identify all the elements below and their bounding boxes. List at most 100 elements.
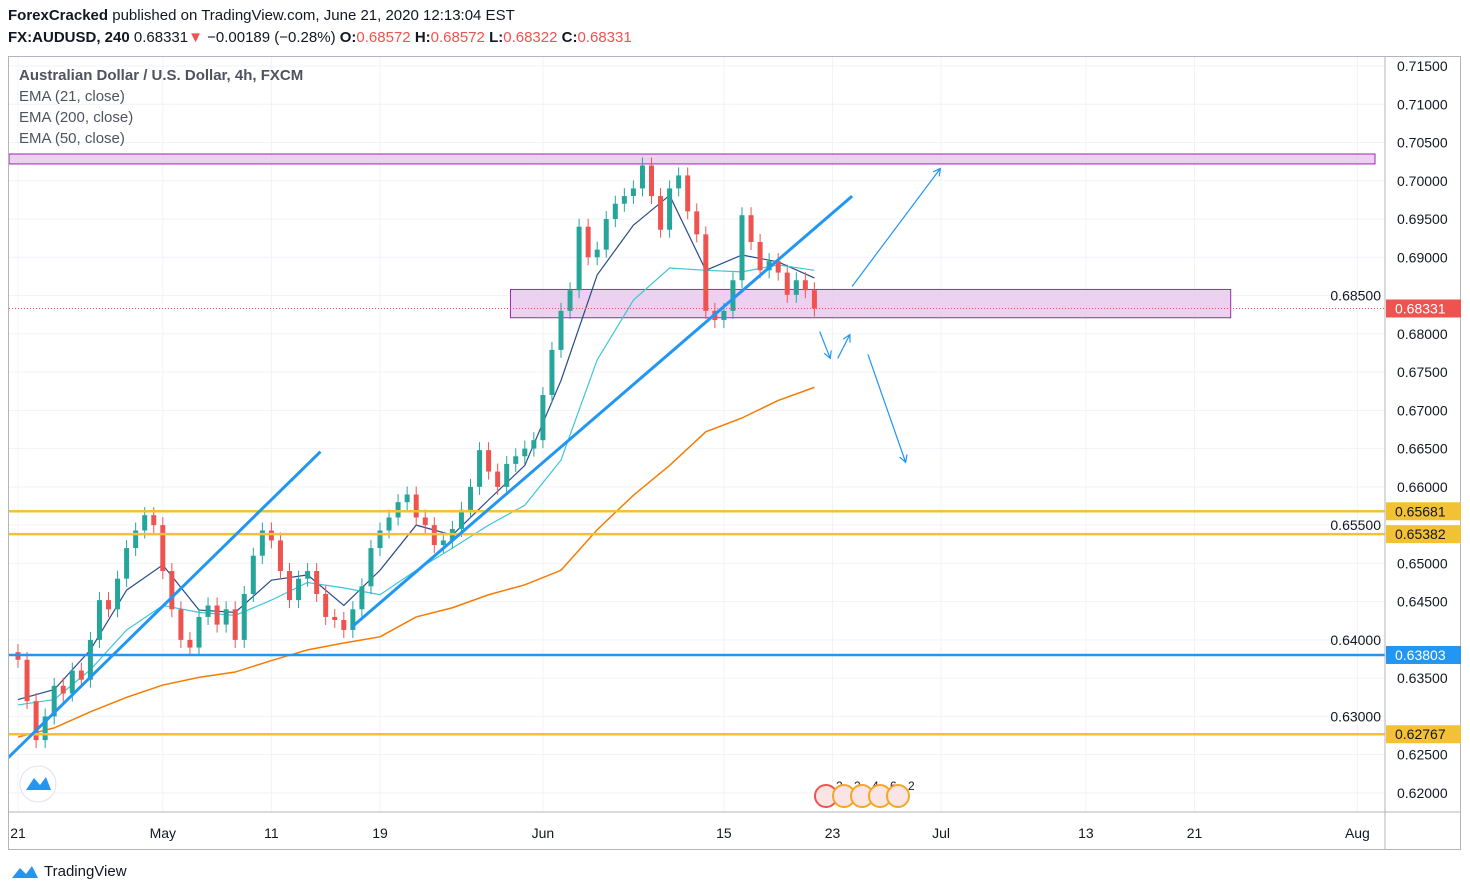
high-label: H: [414, 29, 431, 46]
price-level-badge [1386, 645, 1461, 664]
candle [531, 432, 537, 457]
us-flag-icon[interactable] [886, 784, 910, 808]
chart-frame[interactable] [8, 56, 1461, 850]
candle-body [214, 605, 220, 625]
candle [277, 532, 283, 580]
candle [658, 188, 664, 238]
time-tick-label: May [150, 825, 176, 841]
candle [748, 207, 754, 250]
price-tick-label: 0.64500 [1397, 594, 1448, 610]
candle-body [115, 578, 121, 610]
ema21-line [17, 194, 815, 701]
candle-body [106, 600, 111, 610]
candle [685, 167, 691, 220]
tradingview-logo-icon [26, 777, 51, 790]
candle-body [522, 448, 528, 457]
candle [667, 180, 673, 238]
candle [133, 522, 139, 557]
close-label: C: [561, 29, 578, 46]
legend-ema21[interactable]: EMA (21, close) [19, 88, 125, 105]
price-tick-label: 0.62000 [1397, 785, 1448, 801]
down-arrow-icon: ▼ [188, 29, 203, 46]
candle [757, 233, 763, 279]
candle-body [259, 530, 265, 556]
last-price: 0.68331 [133, 29, 189, 46]
candle-body [404, 494, 410, 503]
time-tick-label: Jul [932, 825, 950, 841]
candle-body [142, 515, 148, 531]
candle [504, 455, 510, 495]
footer-brand[interactable]: TradingView [44, 862, 127, 880]
candle-body [341, 620, 347, 630]
candle-body [585, 226, 591, 258]
candle [341, 612, 347, 638]
candle-body [124, 548, 130, 579]
candle-body [558, 310, 564, 350]
low-label: L: [489, 29, 504, 46]
close-value: 0.68331 [577, 29, 632, 46]
candle-body [540, 395, 546, 441]
price-level-label: 0.63803 [1395, 647, 1446, 663]
price-tick-label: 0.63000 [1330, 708, 1381, 724]
price-level-label: 0.65382 [1395, 526, 1446, 542]
plot-area [9, 57, 1385, 812]
candle-body [802, 280, 808, 291]
candle-body [296, 578, 302, 601]
price-level-label: 0.62767 [1395, 726, 1446, 742]
candle-body [250, 555, 256, 594]
candle-body [667, 188, 673, 230]
candle [287, 563, 292, 609]
candle-body [775, 261, 781, 273]
candle [60, 677, 66, 702]
candle-body [24, 659, 30, 702]
candle [196, 608, 202, 656]
candle-body [287, 571, 292, 601]
candle [522, 440, 528, 465]
arrow-head [842, 333, 851, 343]
candle-body [649, 165, 654, 197]
candle-body [567, 290, 573, 311]
candle-body [87, 639, 93, 680]
candle [639, 157, 645, 197]
candle-body [413, 494, 419, 518]
candle [567, 282, 573, 319]
price-tick-label: 0.69000 [1397, 249, 1448, 265]
candle-body [350, 609, 356, 630]
candle [232, 601, 238, 648]
candle [793, 272, 799, 303]
candle [214, 597, 220, 633]
projection-arrow [851, 167, 942, 287]
candle-body [612, 203, 618, 220]
candle [739, 207, 745, 289]
ema200-line [17, 386, 815, 738]
candle [250, 547, 256, 602]
legend-ema50[interactable]: EMA (50, close) [19, 130, 125, 147]
price-tick-label: 0.69500 [1397, 211, 1448, 227]
candle-body [305, 571, 311, 579]
candle [603, 211, 609, 258]
candle-body [721, 310, 727, 321]
candle [205, 597, 211, 625]
candle-body [160, 525, 166, 572]
legend-ema200[interactable]: EMA (200, close) [19, 109, 134, 126]
open-value: 0.68572 [356, 29, 411, 46]
candle [268, 522, 274, 549]
price-tick-label: 0.68000 [1397, 326, 1448, 342]
arrow-shaft [837, 334, 851, 359]
candle-body [793, 280, 799, 295]
price-tick-label: 0.65000 [1397, 555, 1448, 571]
candle-body [784, 272, 790, 295]
candle-body [205, 605, 211, 617]
time-tick-label: 23 [825, 825, 841, 841]
candle [106, 592, 111, 618]
candle [241, 585, 247, 648]
author[interactable]: ForexCracked [8, 7, 109, 24]
candle [513, 448, 519, 472]
low-value: 0.68322 [503, 29, 558, 46]
candle [558, 302, 564, 358]
time-tick-label: 13 [1078, 825, 1094, 841]
price-level-badge [1386, 502, 1461, 521]
candle-body [232, 609, 238, 640]
projection-arrow [867, 354, 908, 464]
